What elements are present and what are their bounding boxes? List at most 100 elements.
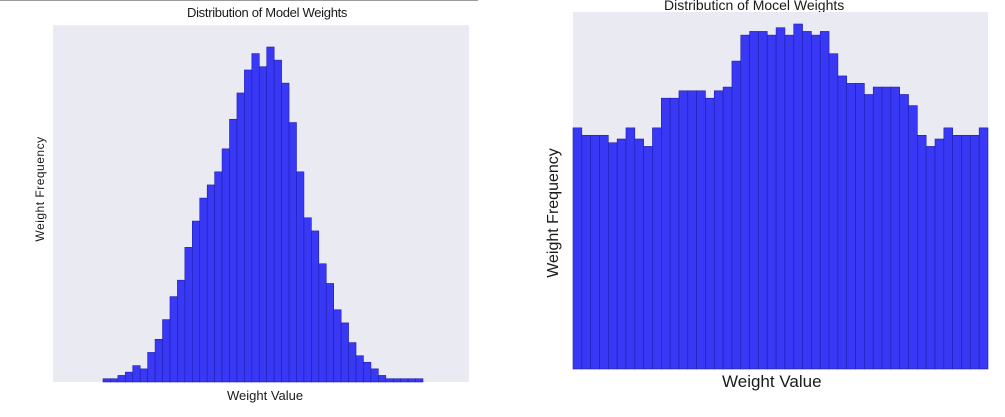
histogram-bar <box>147 352 156 383</box>
histogram-bar <box>206 184 215 383</box>
histogram-bar <box>192 220 201 383</box>
histogram-bar <box>731 60 742 370</box>
histogram-bar <box>333 309 342 383</box>
histogram-bar <box>952 134 962 370</box>
histogram-bar <box>154 338 163 383</box>
histogram-bar <box>125 371 134 383</box>
histogram-bar <box>110 378 119 383</box>
histogram-bar <box>970 134 980 370</box>
histogram-bar <box>758 31 768 370</box>
histogram-bar <box>177 279 186 383</box>
histogram-bar <box>740 34 750 370</box>
histogram-bar <box>837 75 848 370</box>
histogram-bar <box>828 53 839 370</box>
histogram-bar <box>258 66 268 383</box>
chart-right: Distributicn of Mocel Weights Weight Val… <box>500 0 1005 417</box>
histogram-bar <box>811 34 821 370</box>
histogram-bar <box>117 375 126 383</box>
histogram-bar <box>749 31 759 370</box>
histogram-bar <box>415 378 424 383</box>
histogram-bar <box>599 134 609 370</box>
histogram-bar <box>961 134 971 370</box>
histogram-bar <box>766 34 777 370</box>
histogram-bar <box>572 127 583 370</box>
histogram-bar <box>616 138 627 370</box>
histogram-bar <box>643 146 653 370</box>
histogram-bar <box>281 82 290 383</box>
histogram-bar <box>139 368 148 383</box>
y-axis-label: Weight Frequency <box>545 148 562 278</box>
y-axis-label: Weight Frequency <box>33 136 47 242</box>
histogram-bar <box>855 83 865 370</box>
histogram-bar <box>872 86 883 370</box>
histogram-bar <box>244 69 253 383</box>
histogram-bar <box>890 86 900 370</box>
histogram-bar <box>687 90 697 370</box>
histogram-bar <box>132 365 141 383</box>
histogram-bar <box>221 148 230 383</box>
histogram-bar <box>625 127 636 370</box>
histogram-bar <box>236 92 245 383</box>
histogram-bar <box>318 263 327 383</box>
histogram-bar <box>793 23 803 370</box>
histogram-bar <box>385 378 394 383</box>
histogram-bar <box>370 368 379 383</box>
bars-group <box>102 46 424 383</box>
histogram-bar <box>266 46 275 383</box>
x-axis-label: Weight Value <box>722 372 822 391</box>
histogram-bar <box>652 127 662 370</box>
histogram-bar <box>608 142 618 370</box>
histogram-bar <box>713 90 724 370</box>
histogram-bar <box>899 94 909 370</box>
histogram-bar <box>846 83 856 370</box>
histogram-bar <box>864 94 874 370</box>
histogram-bar <box>784 34 795 370</box>
histogram-bar <box>802 31 812 370</box>
histogram-bar <box>934 138 945 370</box>
histogram-bar <box>775 27 786 370</box>
histogram-bar <box>722 86 733 370</box>
histogram-bar <box>102 378 111 383</box>
histogram-bar <box>581 134 591 370</box>
histogram-bar <box>162 319 171 383</box>
histogram-bar <box>407 378 416 383</box>
histogram-bar <box>184 247 193 383</box>
histogram-bar <box>881 86 892 370</box>
histogram-bar <box>199 197 208 383</box>
bars-group <box>572 23 989 370</box>
chart-title: Distributicn of Mocel Weights <box>664 0 845 13</box>
histogram-bar <box>251 53 260 383</box>
histogram-bar <box>678 90 689 370</box>
histogram-bar <box>348 342 357 383</box>
histogram-bar <box>978 127 989 370</box>
histogram-bar <box>400 378 409 383</box>
histogram-bar <box>355 355 364 383</box>
histogram-bar <box>908 105 918 370</box>
histogram-bar <box>340 322 349 383</box>
histogram-bar <box>378 375 387 383</box>
histogram-bar <box>325 283 335 383</box>
histogram-bar <box>669 97 680 370</box>
histogram-bar <box>296 171 305 383</box>
histogram-bar <box>392 378 401 383</box>
histogram-bar <box>696 90 706 370</box>
histogram-bar <box>214 171 223 383</box>
histogram-bar <box>303 217 312 383</box>
histogram-bar <box>273 59 282 383</box>
histogram-bar <box>288 122 297 383</box>
histogram-bar <box>363 361 372 383</box>
x-axis-label: Weight Value <box>227 388 304 403</box>
histogram-bar <box>661 97 671 370</box>
histogram-bar <box>634 138 644 370</box>
chart-left: Distribution of Model Weights Weight Val… <box>0 0 500 417</box>
histogram-bar <box>943 127 953 370</box>
histogram-bar <box>229 118 238 383</box>
histogram-bar <box>590 134 600 370</box>
histogram-bar <box>819 31 830 370</box>
histogram-bar <box>925 146 936 370</box>
histogram-bar <box>705 97 715 370</box>
histogram-bar <box>169 296 178 383</box>
chart-title: Distribution of Model Weights <box>187 5 348 20</box>
divider-line <box>0 0 478 1</box>
